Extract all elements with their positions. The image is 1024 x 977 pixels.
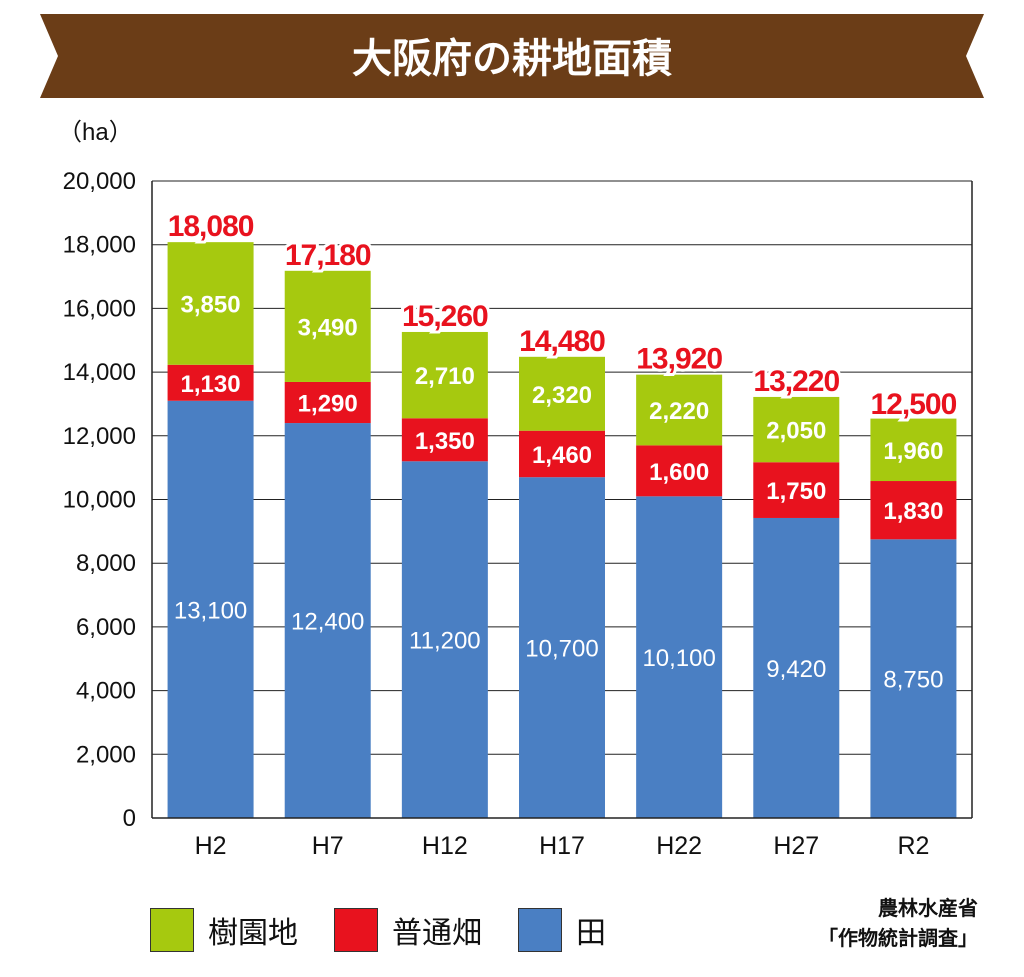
title-banner: [40, 14, 984, 98]
data-label-field-H22: 1,600: [649, 459, 709, 486]
bar-orchard-H17: [519, 356, 605, 431]
legend: 樹園地 普通畑 田: [150, 908, 642, 952]
data-label-field-H17: 1,460: [532, 442, 592, 469]
legend-label-field: 普通畑: [392, 916, 482, 951]
x-tick-label-R2: R2: [897, 832, 929, 860]
x-tick-label-H12: H12: [422, 832, 468, 860]
bar-field-R2: [870, 481, 957, 540]
bar-field-H17: [519, 430, 605, 478]
bar-rice-R2: [870, 539, 957, 818]
bar-field-H27: [753, 462, 840, 518]
bar-orchard-H2: [167, 242, 254, 365]
x-tick-label-H17: H17: [539, 832, 585, 860]
source-line-2: 「作物統計調査」: [818, 926, 978, 950]
bar-field-H22: [636, 445, 723, 497]
data-label-rice-H12: 11,200: [409, 628, 481, 655]
data-label-rice-H27: 9,420: [766, 656, 826, 683]
data-label-field-H2: 1,130: [181, 371, 241, 398]
legend-swatch-field: [334, 908, 378, 952]
y-tick-label-10000: 10,000: [63, 487, 136, 514]
source-note: 農林水産省 「作物統計調査」: [818, 893, 978, 953]
x-tick-label-H2: H2: [195, 832, 227, 860]
data-label-orchard-H17: 2,320: [532, 382, 592, 409]
data-label-orchard-R2: 1,960: [883, 438, 943, 465]
legend-item-field: 普通畑: [334, 908, 482, 952]
y-tick-label-4000: 4,000: [76, 678, 136, 705]
legend-swatch-rice: [518, 908, 562, 952]
data-label-field-H27: 1,750: [766, 478, 826, 505]
bar-orchard-H7: [284, 270, 371, 382]
total-label-H17: 14,480: [519, 325, 605, 358]
data-label-orchard-H7: 3,490: [298, 314, 358, 341]
legend-label-rice: 田: [576, 916, 606, 951]
data-label-orchard-H27: 2,050: [766, 418, 826, 445]
x-tick-label-H7: H7: [312, 832, 344, 860]
bar-rice-H7: [284, 423, 371, 818]
legend-item-rice: 田: [518, 908, 606, 952]
total-label-H12: 15,260: [402, 300, 488, 333]
data-label-field-R2: 1,830: [883, 498, 943, 525]
bar-field-H12: [401, 418, 488, 462]
total-label-H27: 13,220: [753, 365, 839, 398]
legend-label-orchard: 樹園地: [208, 916, 298, 951]
y-axis-unit: （ha）: [58, 119, 133, 146]
y-tick-label-16000: 16,000: [63, 295, 136, 322]
bar-field-H7: [284, 381, 371, 424]
total-label-R2: 12,500: [871, 388, 957, 421]
total-label-H22: 13,920: [636, 343, 722, 376]
y-tick-label-12000: 12,000: [63, 423, 136, 450]
legend-swatch-orchard: [150, 908, 194, 952]
y-tick-label-6000: 6,000: [76, 614, 136, 641]
data-label-rice-H17: 10,700: [525, 636, 598, 663]
bar-orchard-H12: [401, 331, 488, 419]
y-tick-label-2000: 2,000: [76, 741, 136, 768]
bar-rice-H2: [167, 400, 254, 818]
bars: [167, 242, 957, 818]
data-label-orchard-H2: 3,850: [181, 291, 241, 318]
bar-orchard-R2: [870, 418, 957, 482]
bar-rice-H12: [401, 461, 488, 818]
data-label-field-H7: 1,290: [298, 391, 358, 418]
bar-rice-H27: [753, 517, 840, 818]
data-label-rice-H2: 13,100: [174, 597, 247, 624]
data-labels: 13,100 1,130 3,850 18,080 12,400 1,290 3,490 17…: [165, 207, 961, 694]
bar-rice-H22: [636, 496, 723, 818]
bar-rice-H17: [519, 477, 605, 818]
y-tick-label-18000: 18,000: [63, 232, 136, 259]
source-line-1: 農林水産省: [878, 896, 978, 920]
data-label-orchard-H22: 2,220: [649, 398, 709, 425]
total-label-H7: 17,180: [285, 239, 371, 272]
y-tick-label-20000: 20,000: [63, 168, 136, 195]
bar-field-H2: [167, 364, 254, 401]
chart-title: 大阪府の耕地面積: [352, 36, 672, 82]
legend-item-orchard: 樹園地: [150, 908, 298, 952]
data-label-rice-R2: 8,750: [883, 667, 943, 694]
data-label-rice-H7: 12,400: [291, 609, 364, 636]
y-tick-label-8000: 8,000: [76, 550, 136, 577]
x-tick-label-H27: H27: [773, 832, 819, 860]
bar-orchard-H22: [636, 374, 723, 446]
axes: 0 2,000 4,000 6,000 8,000 10,000 12,000 14,000 1…: [63, 168, 973, 860]
bar-chart: 大阪府の耕地面積 （ha） 13,100 1,130 3,850 18,080 12,4…: [40, 14, 984, 860]
y-tick-label-0: 0: [123, 805, 136, 832]
data-label-rice-H22: 10,100: [642, 645, 715, 672]
total-label-H2: 18,080: [168, 210, 254, 243]
bar-orchard-H27: [753, 396, 840, 463]
data-label-orchard-H12: 2,710: [415, 363, 475, 390]
data-label-field-H12: 1,350: [415, 428, 475, 455]
x-tick-label-H22: H22: [656, 832, 702, 860]
y-tick-label-14000: 14,000: [63, 359, 136, 386]
